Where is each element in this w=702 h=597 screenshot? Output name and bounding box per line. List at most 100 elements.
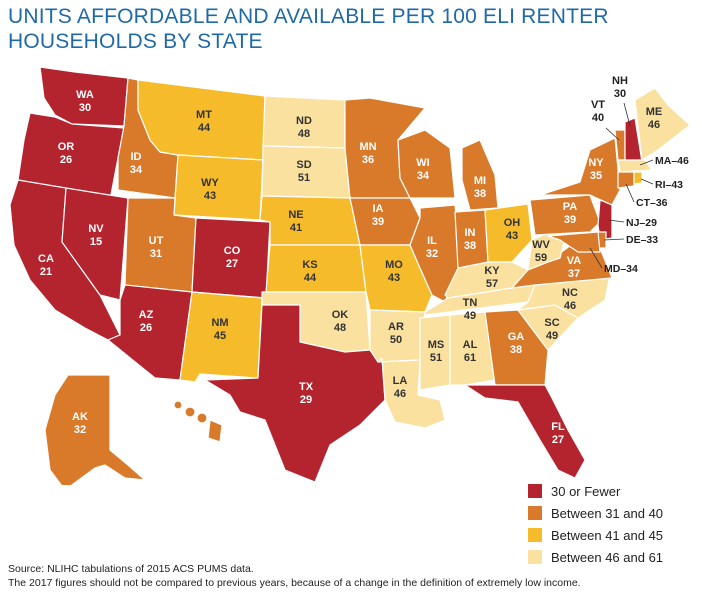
map-title: UNITS AFFORDABLE AND AVAILABLE PER 100 E… xyxy=(8,4,609,54)
label-hi: HI 35 xyxy=(209,441,221,466)
label-wa: WA 30 xyxy=(76,89,94,114)
label-nc: NC 46 xyxy=(562,287,578,312)
state-hi-island-3 xyxy=(196,412,208,424)
label-va: VA 37 xyxy=(567,255,582,280)
legend-item-41-45: Between 41 and 45 xyxy=(528,524,663,546)
label-mo: MO 43 xyxy=(385,259,403,284)
leader-vt xyxy=(605,127,620,141)
label-ak: AK 32 xyxy=(72,411,88,436)
state-me xyxy=(634,87,691,161)
legend-item-46-61: Between 46 and 61 xyxy=(528,546,663,568)
source-note: Source: NLIHC tabulations of 2015 ACS PU… xyxy=(8,562,581,590)
label-fl: FL 27 xyxy=(551,421,565,446)
label-co: CO 27 xyxy=(224,245,241,270)
state-pa xyxy=(529,194,601,236)
label-al: AL 61 xyxy=(463,339,478,364)
state-wi xyxy=(397,129,456,199)
label-tn: TN 49 xyxy=(463,297,478,322)
label-pa: PA 39 xyxy=(563,201,578,226)
legend-swatch xyxy=(528,484,542,498)
state-md xyxy=(547,231,601,253)
label-wi: WI 34 xyxy=(416,157,430,182)
legend-item-31-40: Between 31 and 40 xyxy=(528,502,663,524)
leader-de xyxy=(603,238,625,241)
label-mi: MI 38 xyxy=(474,175,486,200)
state-oh xyxy=(484,203,533,263)
leader-ct xyxy=(625,183,635,203)
label-az: AZ 26 xyxy=(139,309,154,334)
legend-label: Between 46 and 61 xyxy=(551,549,664,565)
label-or: OR 26 xyxy=(58,141,75,166)
label-ms: MS 51 xyxy=(428,339,445,364)
legend-swatch xyxy=(528,528,542,542)
label-nj: NJ–29 xyxy=(626,217,657,229)
legend-label: 30 or Fewer xyxy=(551,483,621,499)
legend-swatch xyxy=(528,550,542,564)
state-ia xyxy=(349,197,421,246)
leader-md xyxy=(589,247,603,269)
state-al xyxy=(449,311,496,386)
label-ks: KS 44 xyxy=(302,259,317,284)
label-ct: CT–36 xyxy=(636,197,668,209)
state-ne xyxy=(259,195,361,246)
state-ct xyxy=(617,171,635,189)
label-ar: AR 50 xyxy=(388,321,404,346)
label-sc: SC 49 xyxy=(544,317,559,342)
title-line-1: UNITS AFFORDABLE AND AVAILABLE PER 100 E… xyxy=(8,5,609,28)
source-line-2: The 2017 figures should not be compared … xyxy=(8,577,581,589)
label-in: IN 38 xyxy=(464,227,476,252)
state-nv xyxy=(61,187,129,301)
title-line-2: HOUSEHOLDS BY STATE xyxy=(8,30,263,53)
state-tx xyxy=(204,304,386,483)
state-hi-island-1 xyxy=(173,400,183,410)
label-sd: SD 51 xyxy=(296,159,311,184)
legend-label: Between 41 and 45 xyxy=(551,527,664,543)
label-ma: MA–46 xyxy=(655,155,689,167)
legend: 30 or Fewer Between 31 and 40 Between 41… xyxy=(528,480,663,568)
label-md: MD–34 xyxy=(604,263,638,275)
state-ak xyxy=(44,374,146,485)
legend-item-30-or-fewer: 30 or Fewer xyxy=(528,480,663,502)
state-fl xyxy=(464,384,586,479)
leader-nj xyxy=(608,219,625,223)
label-ri: RI–43 xyxy=(655,179,683,191)
label-me: ME 46 xyxy=(646,106,663,131)
state-wa xyxy=(39,66,129,127)
label-ga: GA 38 xyxy=(508,331,525,356)
label-ny: NY 35 xyxy=(588,157,604,182)
state-hi-island-2 xyxy=(184,406,196,418)
label-id: ID 34 xyxy=(130,151,143,176)
external-labels: VT 40 NH 30 MA–46 RI–43 CT–36 NJ–29 DE–33 … xyxy=(589,75,689,275)
state-ma xyxy=(617,159,653,173)
label-wv: WV 59 xyxy=(532,239,550,264)
state-labels: WA 30 OR 26 CA 21 NV 15 ID 34 MT 44 WY 43 UT 31 … xyxy=(38,89,662,466)
us-map: WA 30 OR 26 CA 21 NV 15 ID 34 MT 44 WY 43 UT 31 … xyxy=(9,66,691,485)
label-nv: NV 15 xyxy=(88,223,104,248)
label-mn: MN 36 xyxy=(359,141,376,166)
state-ms xyxy=(419,314,451,391)
label-il: IL 32 xyxy=(426,235,438,260)
label-ut: UT 31 xyxy=(149,235,164,260)
leader-ma xyxy=(639,159,654,166)
label-ok: OK 48 xyxy=(332,309,349,334)
state-hi-island-4 xyxy=(207,419,223,443)
state-ny xyxy=(539,137,621,206)
label-ia: IA 39 xyxy=(372,203,384,228)
legend-swatch xyxy=(528,506,542,520)
label-nh: NH 30 xyxy=(612,75,628,100)
label-ca: CA 21 xyxy=(38,253,54,278)
label-vt: VT 40 xyxy=(591,99,605,124)
state-ri xyxy=(633,171,643,185)
label-de: DE–33 xyxy=(626,234,658,246)
legend-label: Between 31 and 40 xyxy=(551,505,664,521)
leader-ri xyxy=(640,178,654,185)
source-line-1: Source: NLIHC tabulations of 2015 ACS PU… xyxy=(8,563,254,575)
label-wy: WY 43 xyxy=(201,177,219,202)
label-tx: TX 29 xyxy=(299,381,314,406)
leader-nh xyxy=(623,102,631,127)
label-oh: OH 43 xyxy=(504,217,521,242)
label-nd: ND 48 xyxy=(296,115,312,140)
state-la xyxy=(377,357,446,429)
label-mt: MT 44 xyxy=(196,109,212,134)
label-ne: NE 41 xyxy=(288,209,303,234)
